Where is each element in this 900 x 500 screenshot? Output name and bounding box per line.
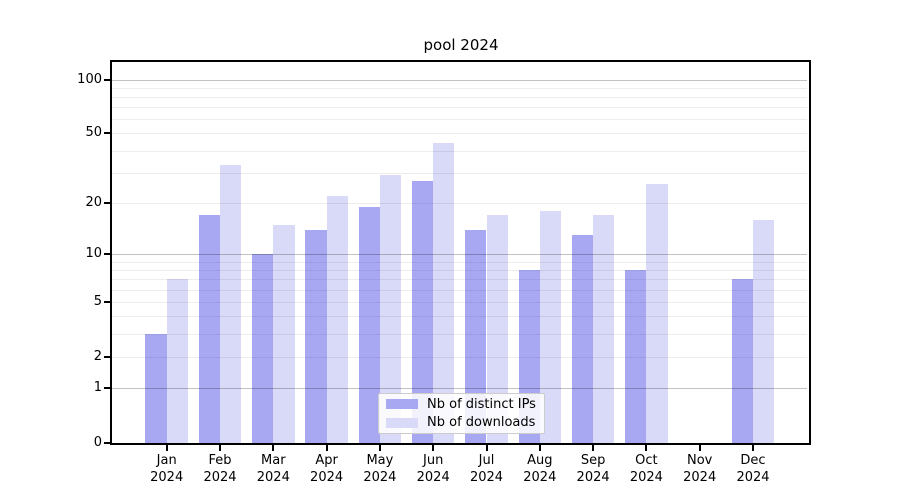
- bar-ips-jan-2024: [145, 333, 167, 443]
- gridline-minor: [112, 261, 807, 263]
- y-tick-label: 0: [93, 435, 102, 450]
- x-tick-label: Jul 2024: [469, 453, 504, 485]
- x-tick-label: Jun 2024: [416, 453, 450, 485]
- x-tick: [645, 445, 648, 451]
- legend-swatch-downloads: [386, 417, 418, 428]
- x-tick: [219, 445, 221, 451]
- y-tick: [104, 442, 110, 444]
- gridline-minor: [112, 279, 807, 281]
- axis-spine-left: [110, 60, 112, 445]
- x-tick: [378, 445, 381, 451]
- gridline-minor: [112, 97, 807, 99]
- chart-title: pool 2024: [423, 36, 499, 54]
- bar-downloads-oct-2024: [646, 183, 668, 443]
- gridline-minor: [112, 150, 807, 152]
- y-tick-label: 100: [77, 71, 102, 87]
- bar-ips-feb-2024: [198, 215, 220, 443]
- y-tick: [104, 132, 110, 135]
- y-tick-label: 20: [85, 195, 102, 211]
- bar-downloads-mar-2024: [273, 224, 295, 443]
- y-tick-label: 2: [93, 348, 102, 364]
- bar-ips-sep-2024: [571, 235, 594, 443]
- y-tick-label: 5: [93, 293, 102, 309]
- gridline-minor: [112, 107, 807, 109]
- gridline-minor: [112, 87, 807, 89]
- gridline-minor: [112, 301, 807, 303]
- bar-ips-may-2024: [358, 207, 380, 443]
- x-tick-label: Jan 2024: [150, 453, 184, 485]
- legend: Nb of distinct IPs Nb of downloads: [378, 393, 545, 434]
- bar-downloads-aug-2024: [539, 211, 562, 443]
- bar-ips-jun-2024: [411, 180, 434, 443]
- gridline-major: [112, 254, 807, 256]
- gridline-major: [112, 79, 807, 81]
- x-tick-label: Mar 2024: [256, 453, 290, 485]
- legend-item-downloads: Nb of downloads: [386, 415, 537, 432]
- bar-downloads-jul-2024: [486, 215, 508, 443]
- y-tick: [104, 300, 110, 303]
- bar-ips-dec-2024: [731, 279, 753, 443]
- x-tick-label: Oct 2024: [629, 453, 663, 485]
- bar-downloads-jan-2024: [166, 279, 188, 443]
- y-tick: [104, 78, 110, 81]
- x-tick-label: Sep 2024: [576, 453, 610, 485]
- bar-downloads-jun-2024: [433, 143, 455, 443]
- x-tick-label: Dec 2024: [736, 453, 770, 485]
- gridline-minor: [112, 133, 807, 135]
- bar-ips-mar-2024: [252, 254, 274, 443]
- x-tick: [165, 445, 168, 451]
- y-tick-label: 1: [93, 380, 102, 396]
- gridline-minor: [112, 356, 807, 358]
- x-tick-label: Nov 2024: [683, 453, 717, 485]
- legend-item-distinct-ips: Nb of distinct IPs: [386, 396, 537, 413]
- bar-ips-oct-2024: [625, 270, 647, 443]
- y-tick: [104, 387, 110, 390]
- gridline-major: [112, 388, 807, 390]
- x-tick-label: Feb 2024: [203, 453, 237, 485]
- y-tick: [104, 253, 110, 256]
- x-tick: [592, 445, 595, 451]
- x-tick: [538, 445, 541, 451]
- bar-downloads-may-2024: [379, 175, 402, 443]
- axis-spine-bottom: [110, 443, 811, 445]
- bar-downloads-feb-2024: [220, 165, 242, 443]
- bar-downloads-dec-2024: [753, 219, 775, 443]
- gridline-minor: [112, 270, 807, 271]
- x-tick: [485, 445, 488, 451]
- y-tick-label: 10: [85, 246, 102, 262]
- x-tick-label: May 2024: [363, 453, 397, 485]
- gridline-minor: [112, 172, 807, 174]
- x-tick-label: Aug 2024: [523, 453, 557, 485]
- axis-spine-right: [809, 60, 811, 445]
- gridline-minor: [112, 203, 807, 205]
- gridline-minor: [112, 316, 807, 318]
- gridline-minor: [112, 289, 807, 291]
- bar-downloads-sep-2024: [593, 215, 615, 443]
- bar-ips-apr-2024: [305, 229, 327, 443]
- legend-label-downloads: Nb of downloads: [427, 415, 536, 431]
- bar-downloads-apr-2024: [326, 196, 348, 443]
- legend-label-distinct-ips: Nb of distinct IPs: [427, 396, 536, 412]
- gridline-minor: [112, 119, 807, 121]
- x-tick: [432, 445, 435, 451]
- x-tick: [698, 445, 701, 451]
- y-tick: [104, 355, 110, 358]
- x-tick: [325, 445, 328, 451]
- x-tick: [752, 445, 754, 451]
- y-tick: [104, 202, 110, 205]
- bar-ips-jul-2024: [465, 229, 487, 443]
- x-tick: [272, 445, 275, 451]
- legend-swatch-distinct-ips: [386, 399, 418, 410]
- x-tick-label: Apr 2024: [310, 453, 344, 485]
- axis-spine-top: [110, 60, 811, 62]
- gridline-minor: [112, 333, 807, 335]
- y-tick-label: 50: [85, 125, 102, 141]
